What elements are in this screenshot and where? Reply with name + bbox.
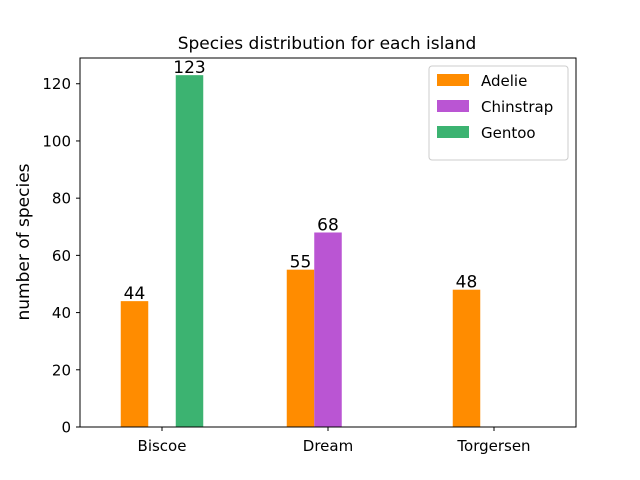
data-label-chinstrap-dream: 68 xyxy=(317,215,339,235)
y-tick-label: 40 xyxy=(52,304,71,322)
legend-label-adelie: Adelie xyxy=(481,72,527,90)
x-tick-label: Dream xyxy=(303,437,353,455)
y-axis-label: number of species xyxy=(14,163,34,320)
y-tick-label: 120 xyxy=(42,75,71,93)
bar-chinstrap-dream xyxy=(314,232,342,427)
legend-label-gentoo: Gentoo xyxy=(481,124,536,142)
bar-adelie-dream xyxy=(286,269,315,427)
legend-swatch-chinstrap xyxy=(437,100,469,112)
plot-area: 44 55 48 68 123 0 20 40 60 80 100 120 Biscoe Dream Tor… xyxy=(42,57,577,455)
y-tick-label: 20 xyxy=(52,361,71,379)
legend-label-chinstrap: Chinstrap xyxy=(481,98,553,116)
data-label-adelie-dream: 55 xyxy=(290,253,312,273)
y-tick-label: 0 xyxy=(61,419,71,437)
legend-swatch-gentoo xyxy=(437,126,469,138)
chart-title: Species distribution for each island xyxy=(178,34,477,54)
y-tick-label: 60 xyxy=(52,247,71,265)
bar-adelie-biscoe xyxy=(120,301,149,427)
data-label-adelie-torgersen: 48 xyxy=(456,273,478,293)
y-tick-label: 100 xyxy=(42,132,71,150)
legend-swatch-adelie xyxy=(437,74,469,86)
y-tick-label: 80 xyxy=(52,190,71,208)
data-label-gentoo-biscoe: 123 xyxy=(173,58,205,78)
data-label-adelie-biscoe: 44 xyxy=(124,284,146,304)
bar-adelie-torgersen xyxy=(452,289,481,427)
x-tick-label: Torgersen xyxy=(456,437,530,455)
bar-gentoo-biscoe xyxy=(175,75,204,428)
legend: Adelie Chinstrap Gentoo xyxy=(428,65,569,161)
x-tick-label: Biscoe xyxy=(138,437,187,455)
